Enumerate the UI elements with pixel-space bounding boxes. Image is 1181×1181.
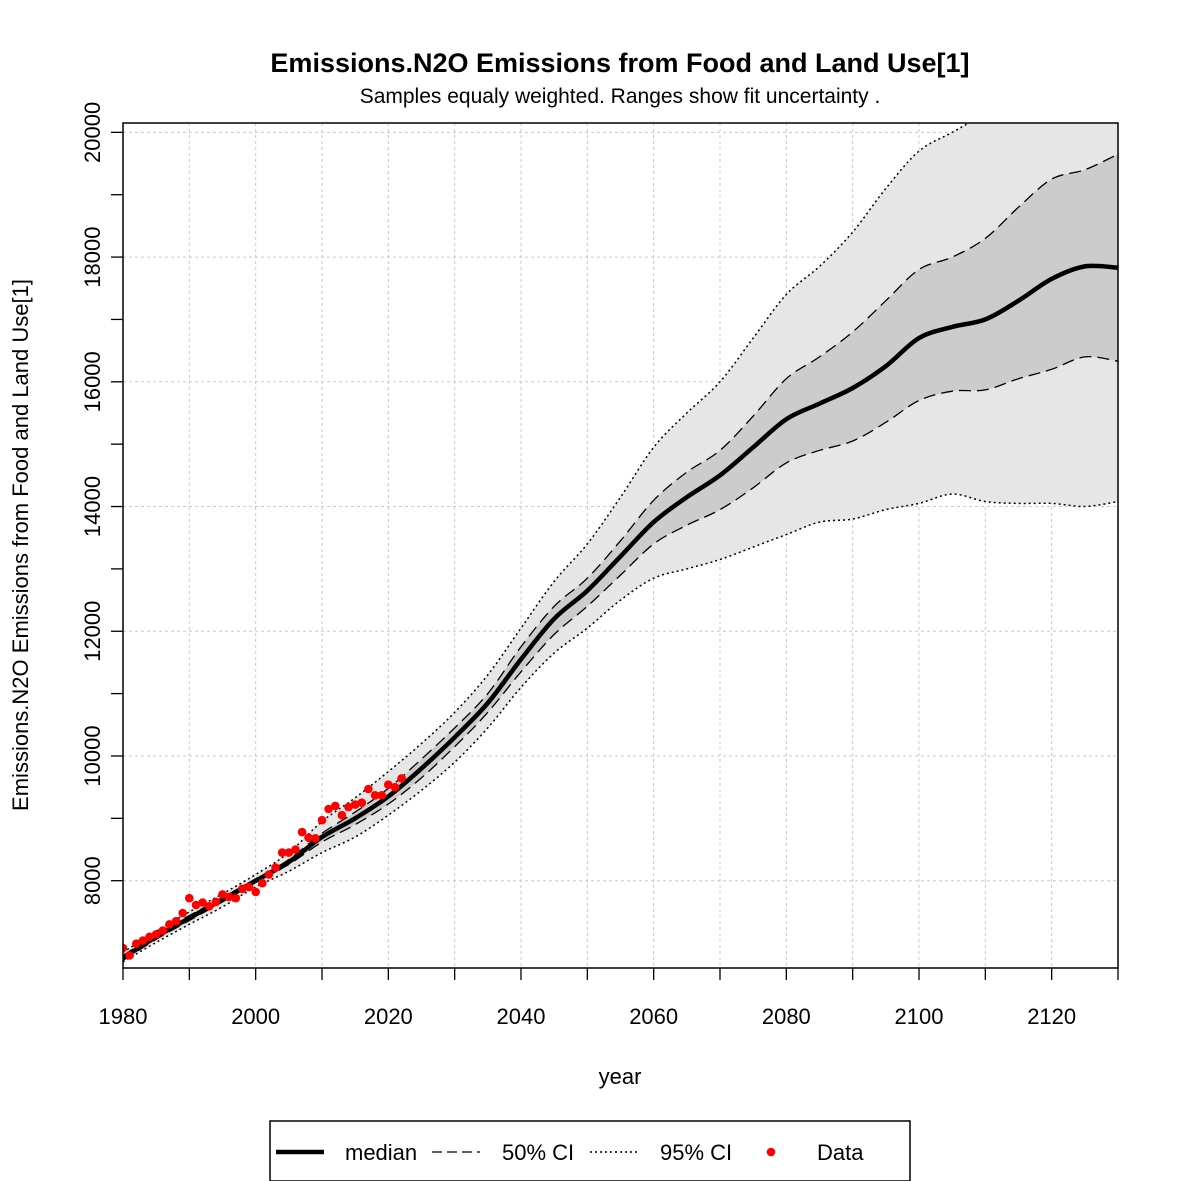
data-point <box>178 908 187 918</box>
plot-frame <box>122 122 1119 969</box>
data-point <box>291 845 300 854</box>
legend-box <box>269 1120 911 1181</box>
data-point <box>191 900 201 910</box>
series-line-50-ci-upper <box>123 153 1118 957</box>
data-point <box>132 939 141 948</box>
data-point <box>297 827 307 837</box>
data-point <box>317 815 327 825</box>
x-tick-label: 2100 <box>895 1004 944 1029</box>
data-point <box>125 951 134 960</box>
data-point <box>364 784 373 794</box>
data-point <box>158 926 168 935</box>
legend-label: 50% CI <box>502 1140 574 1165</box>
data-point <box>218 890 227 899</box>
y-axis: 8000 10000 12000 14000 16000 18000 20000 <box>80 102 123 905</box>
series-line-median <box>123 263 1118 960</box>
data-point <box>123 943 128 953</box>
data-point <box>238 884 247 894</box>
data-point <box>251 887 260 897</box>
x-tick-label: 2080 <box>762 1004 811 1029</box>
data-point <box>145 932 154 942</box>
legend-label: Data <box>817 1140 864 1165</box>
data-point <box>165 920 174 929</box>
data-point <box>231 893 241 903</box>
y-tick-label: 16000 <box>80 351 105 412</box>
y-tick-label: 8000 <box>80 856 105 905</box>
data-point <box>264 870 274 879</box>
data-point <box>350 800 360 809</box>
legend-label: median <box>345 1140 417 1165</box>
y-axis-label: Emissions.N2O Emissions from Food and La… <box>8 279 33 811</box>
data-points <box>123 774 406 960</box>
data-point <box>185 893 194 903</box>
data-point <box>204 902 214 911</box>
data-point <box>377 791 387 800</box>
x-axis-label: year <box>599 1064 642 1089</box>
chart-title: Emissions.N2O Emissions from Food and La… <box>270 48 969 78</box>
series-lines <box>123 123 1118 963</box>
x-tick-label: 2000 <box>231 1004 280 1029</box>
x-tick-label: 2040 <box>497 1004 546 1029</box>
data-point <box>357 798 367 807</box>
data-point <box>344 802 353 812</box>
y-tick-label: 10000 <box>80 725 105 786</box>
data-point <box>331 801 340 811</box>
data-point <box>138 936 148 945</box>
y-tick-label: 18000 <box>80 227 105 288</box>
data-point <box>277 848 287 857</box>
x-tick-label: 2120 <box>1027 1004 1076 1029</box>
ci95-band <box>123 123 1118 962</box>
x-tick-label: 2020 <box>364 1004 413 1029</box>
data-point <box>171 916 181 926</box>
legend-swatch-data <box>766 1147 776 1157</box>
y-tick-label: 14000 <box>80 476 105 537</box>
series-line-50-ci-lower <box>123 356 1118 962</box>
data-point <box>151 930 161 939</box>
data-point <box>258 878 267 888</box>
chart-subtitle: Samples equaly weighted. Ranges show fit… <box>360 85 881 108</box>
x-tick-label: 2060 <box>629 1004 678 1029</box>
data-point <box>337 810 347 820</box>
data-point <box>390 782 400 792</box>
y-tick-label: 20000 <box>80 102 105 163</box>
x-axis: 1980 2000 2020 2040 2060 2080 2100 2120 <box>99 968 1119 1029</box>
data-point <box>324 804 333 814</box>
data-point <box>397 774 406 783</box>
data-point <box>271 863 280 872</box>
data-point <box>304 833 314 842</box>
data-point <box>211 897 221 907</box>
data-point <box>311 834 320 843</box>
x-tick-label: 1980 <box>99 1004 148 1029</box>
legend-label: 95% CI <box>660 1140 732 1165</box>
data-point <box>384 780 393 789</box>
legend: median 50% CI 95% CI Data <box>269 1120 911 1181</box>
series-line-95-ci-lower <box>123 493 1118 963</box>
ci-bands <box>123 123 1118 962</box>
y-tick-label: 12000 <box>80 601 105 662</box>
data-point <box>284 848 294 857</box>
data-point <box>198 898 207 907</box>
data-point <box>244 882 254 892</box>
data-point <box>370 791 380 800</box>
data-point <box>224 892 234 902</box>
